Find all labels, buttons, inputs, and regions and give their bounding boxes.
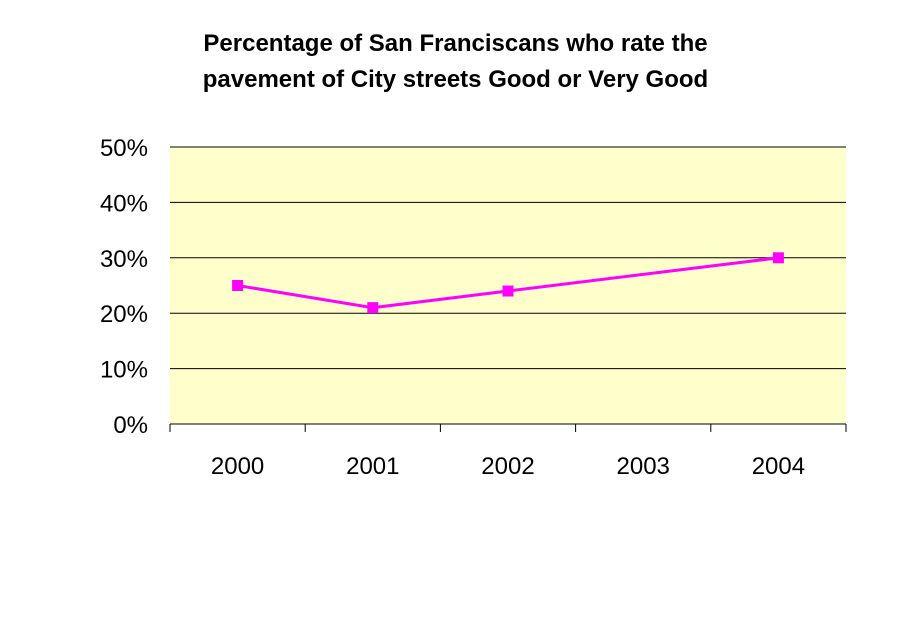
data-point-2002 xyxy=(502,285,514,297)
data-point-2001 xyxy=(367,302,379,314)
x-tick-label: 2004 xyxy=(752,453,805,480)
y-tick-label: 30% xyxy=(100,246,148,273)
y-tick-label: 10% xyxy=(100,357,148,384)
y-tick-label: 0% xyxy=(113,412,148,439)
x-tick-label: 2001 xyxy=(346,453,399,480)
chart-title-line-1: Percentage of San Franciscans who rate t… xyxy=(203,30,708,57)
x-axis xyxy=(169,423,847,432)
x-tick-label: 2002 xyxy=(481,453,534,480)
data-point-2000 xyxy=(232,280,244,291)
chart-title: Percentage of San Franciscans who rate t… xyxy=(0,26,911,98)
x-tick-label: 2000 xyxy=(211,453,264,480)
y-tick-label: 40% xyxy=(100,190,148,217)
gridlines xyxy=(170,146,846,370)
data-point-2004 xyxy=(772,252,784,264)
y-tick-label: 50% xyxy=(100,135,148,162)
x-axis-tick-labels: 2000 2001 2002 2003 2004 xyxy=(211,453,805,480)
y-tick-label: 20% xyxy=(100,301,148,328)
plot-area xyxy=(170,147,846,424)
x-tick-label: 2003 xyxy=(617,453,670,480)
chart-title-line-2: pavement of City streets Good or Very Go… xyxy=(202,66,709,93)
series-layer xyxy=(232,252,784,314)
y-axis-tick-labels: 0% 10% 20% 30% 40% 50% xyxy=(100,135,148,439)
series-line xyxy=(237,256,779,310)
